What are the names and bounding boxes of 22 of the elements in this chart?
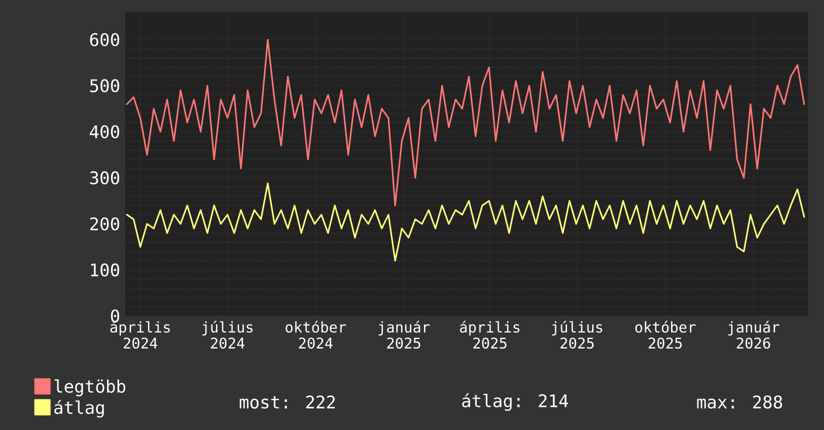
x-tick-label: április 2025 [460, 320, 520, 349]
y-tick-label: 0 [110, 309, 120, 323]
x-tick-label: július 2024 [202, 320, 253, 349]
y-tick-label: 200 [90, 217, 120, 230]
y-tick-label: 600 [90, 33, 120, 46]
y-tick-label: 400 [90, 125, 120, 138]
legend-label: átlag [54, 400, 104, 418]
x-tick-label: július 2025 [552, 320, 602, 349]
line-series [126, 182, 805, 262]
x-tick-label: január 2026 [728, 320, 780, 349]
legend-label: legtöbb [54, 379, 126, 396]
y-tick-label: 100 [91, 263, 120, 277]
text: max: 288 [697, 395, 782, 409]
x-tick-label: október 2025 [635, 320, 696, 349]
text: most: 222 [240, 395, 335, 409]
text: átlag: 214 [462, 393, 568, 411]
x-tick-label: október 2024 [286, 320, 346, 349]
x-tick-label: április 2024 [110, 320, 170, 349]
line-series [126, 38, 805, 206]
y-tick-label: 300 [90, 171, 120, 184]
y-tick-label: 500 [90, 79, 120, 92]
x-tick-label: január 2025 [378, 320, 430, 349]
